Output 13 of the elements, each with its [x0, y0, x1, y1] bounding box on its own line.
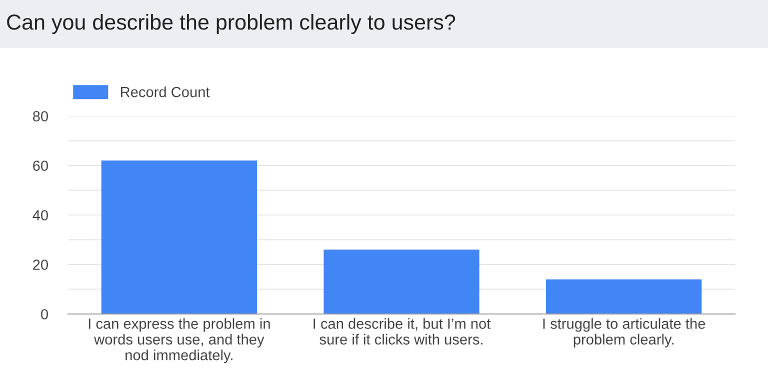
y-tick-label: 80 — [32, 111, 48, 122]
y-tick-label: 0 — [41, 309, 48, 320]
bar — [546, 279, 702, 314]
x-tick-label: I can describe it, but I’m not sure if it clicks with users. — [314, 318, 491, 345]
bar — [324, 250, 480, 314]
x-tick-label: I can express the problem in words users use, and they nod immediately. — [88, 318, 270, 364]
x-tick-label: I struggle to articulate the problem clearly. — [543, 318, 706, 348]
y-tick-label: 20 — [33, 260, 48, 270]
chart-title: Can you describe the problem clearly to users? — [7, 14, 456, 34]
bar — [101, 160, 257, 314]
y-tick-label: 60 — [33, 160, 48, 171]
legend-label: Record Count — [120, 86, 210, 98]
y-tick-label: 40 — [32, 210, 48, 220]
